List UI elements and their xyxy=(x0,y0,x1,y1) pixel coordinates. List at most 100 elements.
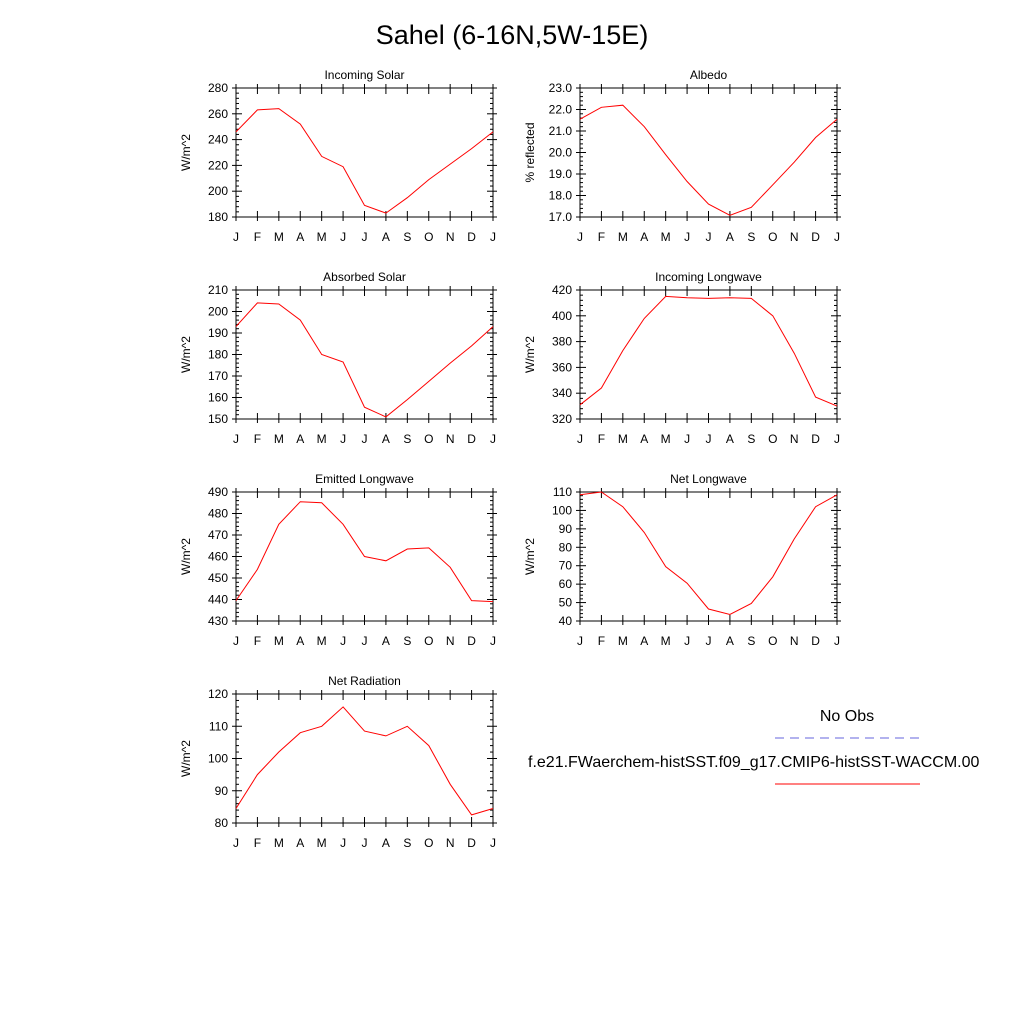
x-tick-label: J xyxy=(834,230,840,244)
y-tick-label: 160 xyxy=(208,391,228,405)
panel-incoming-solar: J F M A M J J A S O N D J180200220240260280Incoming … xyxy=(179,68,497,244)
x-tick-label: J xyxy=(340,634,346,648)
x-tick-label: M xyxy=(274,634,284,648)
x-tick-label: N xyxy=(446,432,455,446)
plot-frame xyxy=(235,289,494,420)
x-tick-label: M xyxy=(618,230,628,244)
y-tick-label: 220 xyxy=(208,158,228,172)
x-tick-label: F xyxy=(254,836,261,850)
x-tick-label: M xyxy=(317,230,327,244)
x-tick-label: J xyxy=(362,836,368,850)
panel-title: Albedo xyxy=(690,68,728,82)
x-tick-label: S xyxy=(403,836,411,850)
x-tick-label: F xyxy=(254,230,261,244)
x-tick-label: J xyxy=(577,432,583,446)
panel-emitted-longwave: J F M A M J J A S O N D J430440450460470480490Emitte… xyxy=(179,472,497,648)
y-tick-label: 110 xyxy=(209,719,228,733)
x-tick-label: J xyxy=(706,432,712,446)
y-tick-label: 18.0 xyxy=(549,189,573,203)
y-tick-label: 380 xyxy=(552,335,572,349)
x-tick-label: J xyxy=(233,836,239,850)
x-tick-label: J xyxy=(577,230,583,244)
panel-title: Incoming Solar xyxy=(324,68,404,82)
y-tick-label: 200 xyxy=(208,184,228,198)
panel-absorbed-solar: J F M A M J J A S O N D J150160170180190200210Absorb… xyxy=(179,270,497,446)
series-line xyxy=(235,501,494,603)
x-tick-label: A xyxy=(640,634,648,648)
x-tick-label: J xyxy=(233,230,239,244)
x-tick-label: A xyxy=(382,432,390,446)
y-tick-label: 190 xyxy=(208,326,228,340)
plot-frame xyxy=(579,491,838,622)
x-tick-label: D xyxy=(467,634,476,648)
x-tick-label: A xyxy=(640,432,648,446)
plot-frame xyxy=(579,289,838,420)
x-tick-label: F xyxy=(598,634,605,648)
x-tick-label: J xyxy=(706,230,712,244)
x-tick-label: J xyxy=(340,836,346,850)
panel-albedo: J F M A M J J A S O N D J17.018.019.020.021.022.023.… xyxy=(523,68,841,244)
y-tick-label: 460 xyxy=(208,550,228,564)
x-tick-label: N xyxy=(446,836,455,850)
y-tick-label: 90 xyxy=(215,784,229,798)
x-tick-label: J xyxy=(362,432,368,446)
plot-frame xyxy=(235,693,494,824)
x-tick-label: F xyxy=(254,432,261,446)
x-tick-label: J xyxy=(834,432,840,446)
panel-title: Incoming Longwave xyxy=(655,270,762,284)
series-line xyxy=(235,108,494,214)
x-tick-label: O xyxy=(424,432,433,446)
y-axis-label: W/m^2 xyxy=(179,538,193,575)
y-tick-label: 440 xyxy=(208,593,228,607)
y-tick-label: 70 xyxy=(559,559,573,573)
x-tick-label: O xyxy=(424,836,433,850)
x-tick-label: D xyxy=(467,836,476,850)
y-tick-label: 110 xyxy=(553,485,572,499)
y-tick-label: 17.0 xyxy=(549,210,573,224)
x-tick-label: S xyxy=(747,634,755,648)
x-tick-label: J xyxy=(490,432,496,446)
y-axis-label: W/m^2 xyxy=(179,740,193,777)
y-tick-label: 100 xyxy=(208,752,228,766)
x-tick-label: J xyxy=(834,634,840,648)
y-tick-label: 420 xyxy=(552,283,572,297)
x-tick-label: M xyxy=(618,432,628,446)
y-tick-label: 430 xyxy=(208,614,228,628)
x-tick-label: A xyxy=(726,230,734,244)
x-tick-label: M xyxy=(661,230,671,244)
x-tick-label: A xyxy=(296,432,304,446)
x-tick-label: A xyxy=(296,836,304,850)
y-tick-label: 50 xyxy=(559,596,573,610)
x-tick-label: J xyxy=(706,634,712,648)
x-tick-label: A xyxy=(296,230,304,244)
x-tick-label: A xyxy=(382,836,390,850)
x-tick-label: O xyxy=(424,230,433,244)
series-line xyxy=(235,706,494,816)
x-tick-label: A xyxy=(382,634,390,648)
x-tick-label: M xyxy=(317,836,327,850)
y-tick-label: 22.0 xyxy=(549,103,573,117)
x-tick-label: S xyxy=(403,230,411,244)
x-tick-label: J xyxy=(362,230,368,244)
x-tick-label: D xyxy=(467,432,476,446)
x-tick-label: M xyxy=(317,432,327,446)
x-tick-label: J xyxy=(490,836,496,850)
series-line xyxy=(579,295,838,407)
x-tick-label: J xyxy=(684,230,690,244)
x-tick-label: N xyxy=(790,432,799,446)
y-tick-label: 320 xyxy=(552,412,572,426)
y-tick-label: 240 xyxy=(208,133,228,147)
y-tick-label: 210 xyxy=(208,283,228,297)
y-tick-label: 280 xyxy=(208,81,228,95)
y-axis-label: W/m^2 xyxy=(179,134,193,171)
y-tick-label: 340 xyxy=(552,386,572,400)
y-tick-label: 23.0 xyxy=(549,81,573,95)
x-tick-label: N xyxy=(790,230,799,244)
series-line xyxy=(579,104,838,216)
y-tick-label: 180 xyxy=(208,348,228,362)
x-tick-label: M xyxy=(618,634,628,648)
x-tick-label: M xyxy=(317,634,327,648)
x-tick-label: F xyxy=(598,230,605,244)
